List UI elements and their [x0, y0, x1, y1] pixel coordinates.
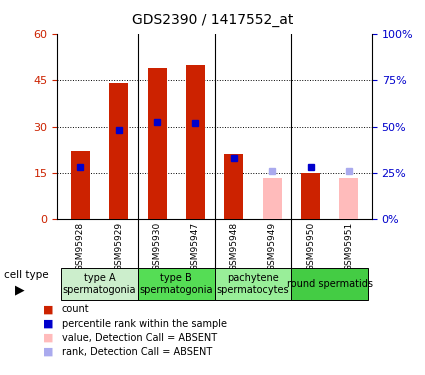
Text: count: count	[62, 304, 89, 314]
Bar	[109, 83, 128, 219]
Text: ■: ■	[42, 319, 53, 328]
Bar	[224, 154, 244, 219]
Text: value, Detection Call = ABSENT: value, Detection Call = ABSENT	[62, 333, 217, 343]
Text: GSM95950: GSM95950	[306, 222, 315, 271]
Text: round spermatids: round spermatids	[287, 279, 373, 289]
Text: GSM95930: GSM95930	[153, 222, 162, 271]
Text: percentile rank within the sample: percentile rank within the sample	[62, 319, 227, 328]
Bar	[147, 68, 167, 219]
Text: ■: ■	[42, 347, 53, 357]
Text: ■: ■	[42, 304, 53, 314]
Bar	[71, 151, 90, 219]
Text: GSM95928: GSM95928	[76, 222, 85, 271]
Text: GSM95947: GSM95947	[191, 222, 200, 271]
Bar	[263, 178, 282, 219]
Text: GSM95929: GSM95929	[114, 222, 123, 271]
Bar	[301, 173, 320, 219]
Bar	[339, 178, 358, 219]
Text: type B
spermatogonia: type B spermatogonia	[139, 273, 213, 295]
Text: GSM95948: GSM95948	[230, 222, 238, 271]
Bar	[291, 268, 368, 300]
Text: ■: ■	[42, 333, 53, 343]
Bar	[138, 268, 215, 300]
Text: rank, Detection Call = ABSENT: rank, Detection Call = ABSENT	[62, 347, 212, 357]
Text: pachytene
spermatocytes: pachytene spermatocytes	[217, 273, 289, 295]
Text: GDS2390 / 1417552_at: GDS2390 / 1417552_at	[132, 13, 293, 27]
Bar	[186, 65, 205, 219]
Text: ▶: ▶	[15, 283, 25, 296]
Bar	[215, 268, 291, 300]
Text: GSM95949: GSM95949	[268, 222, 277, 271]
Text: GSM95951: GSM95951	[344, 222, 353, 271]
Text: cell type: cell type	[4, 270, 49, 280]
Text: type A
spermatogonia: type A spermatogonia	[63, 273, 136, 295]
Bar	[61, 268, 138, 300]
